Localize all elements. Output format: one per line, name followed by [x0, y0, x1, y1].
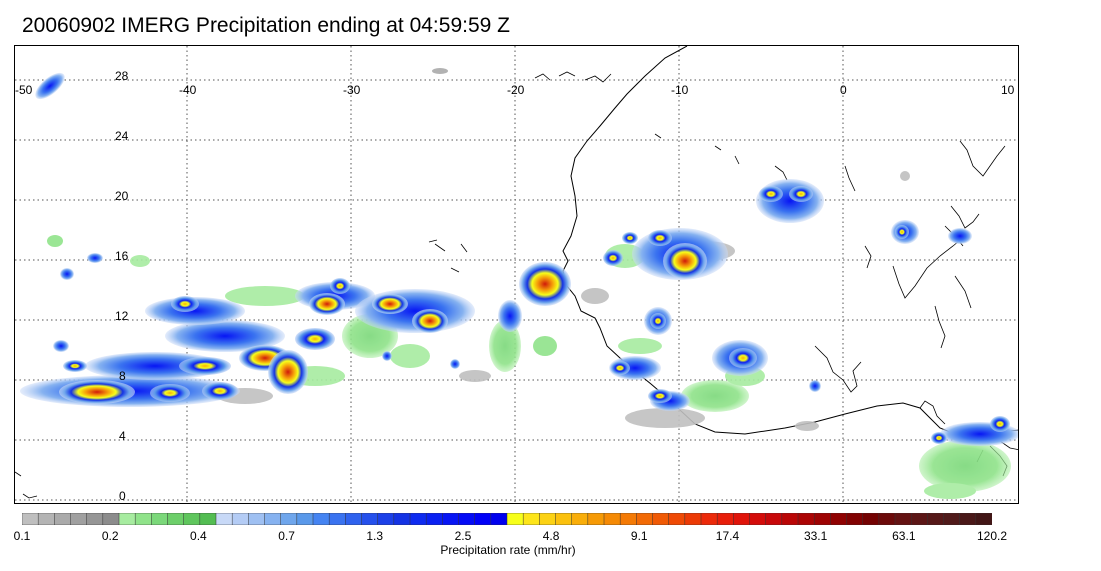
colorbar-tick-label: 9.1: [630, 529, 648, 543]
colorbar-swatch: [749, 513, 767, 525]
colorbar-swatches: [22, 513, 992, 525]
colorbar-tick-label: 0.7: [278, 529, 295, 543]
lat-label: 20: [115, 189, 129, 203]
colorbar-swatch: [118, 513, 136, 525]
lat-label: 24: [115, 129, 129, 143]
colorbar-tick-label: 4.8: [542, 529, 560, 543]
colorbar-swatch: [652, 513, 670, 525]
heavy-rain-cells: [59, 186, 1010, 444]
colorbar-swatch: [312, 513, 330, 525]
colorbar-swatch: [474, 513, 492, 525]
colorbar-swatch: [878, 513, 896, 525]
colorbar-swatch: [910, 513, 929, 525]
lon-label: -50: [15, 83, 33, 97]
colorbar-swatch: [102, 513, 120, 525]
colorbar-swatch: [636, 513, 654, 525]
colorbar-swatch: [345, 513, 363, 525]
colorbar-swatch: [943, 513, 961, 525]
colorbar: [22, 513, 992, 525]
colorbar-swatch: [506, 513, 524, 525]
west-africa-coastline: [562, 46, 1018, 437]
colorbar-swatch: [361, 513, 379, 525]
lon-label: -40: [179, 83, 197, 97]
colorbar-swatch: [442, 513, 460, 525]
colorbar-swatch: [183, 513, 201, 525]
colorbar-swatch: [733, 513, 751, 525]
colorbar-swatch: [959, 513, 977, 525]
colorbar-swatch: [813, 513, 832, 525]
colorbar-tick-label: 120.2: [976, 529, 1008, 543]
colorbar-swatch: [765, 513, 783, 525]
lon-label: 0: [840, 83, 847, 97]
colorbar-swatch: [231, 513, 250, 525]
colorbar-swatch: [393, 513, 411, 525]
colorbar-swatch: [134, 513, 153, 525]
colorbar-swatch: [587, 513, 605, 525]
colorbar-swatch: [167, 513, 185, 525]
colorbar-swatch: [458, 513, 476, 525]
colorbar-swatch: [781, 513, 799, 525]
colorbar-tick-label: 0.2: [101, 529, 119, 543]
colorbar-swatch: [22, 513, 39, 525]
colorbar-swatch: [54, 513, 72, 525]
colorbar-tick-label: 0.4: [190, 529, 207, 543]
lat-label: 8: [119, 369, 126, 383]
colorbar-title: Precipitation rate (mm/hr): [440, 543, 576, 557]
precipitation-map: -50 -40 -30 -20 -10 0 10 28 24 20 16 12 …: [14, 45, 1019, 504]
colorbar-tick-label: 1.3: [366, 529, 384, 543]
colorbar-swatch: [522, 513, 541, 525]
colorbar-swatch: [86, 513, 104, 525]
colorbar-swatch: [975, 513, 992, 525]
colorbar-swatch: [539, 513, 557, 525]
colorbar-swatch: [70, 513, 88, 525]
colorbar-swatch: [199, 513, 217, 525]
colorbar-swatch: [37, 513, 56, 525]
lat-label: 12: [115, 309, 129, 323]
colorbar-swatch: [328, 513, 347, 525]
colorbar-tick-label: 2.5: [454, 529, 472, 543]
colorbar-swatch: [409, 513, 427, 525]
lat-label: 0: [119, 489, 126, 503]
lon-label: -20: [507, 83, 525, 97]
colorbar-swatch: [571, 513, 589, 525]
colorbar-swatch: [894, 513, 912, 525]
colorbar-swatch: [927, 513, 945, 525]
colorbar-swatch: [684, 513, 702, 525]
colorbar-swatch: [700, 513, 718, 525]
inland-water-features: [15, 71, 1008, 499]
colorbar-swatch: [280, 513, 298, 525]
colorbar-tick-label: 0.1: [13, 529, 31, 543]
colorbar-swatch: [296, 513, 314, 525]
colorbar-swatch: [716, 513, 735, 525]
lon-label: -10: [671, 83, 689, 97]
lat-label: 16: [115, 249, 129, 263]
colorbar-swatch: [425, 513, 444, 525]
colorbar-swatch: [151, 513, 169, 525]
colorbar-swatch: [830, 513, 848, 525]
map-title: 20060902 IMERG Precipitation ending at 0…: [22, 14, 510, 37]
colorbar-swatch: [862, 513, 880, 525]
colorbar-swatch: [603, 513, 621, 525]
lon-label: -30: [343, 83, 361, 97]
colorbar-swatch: [797, 513, 815, 525]
colorbar-tick-label: 17.4: [715, 529, 740, 543]
lat-label: 4: [119, 429, 126, 443]
colorbar-swatch: [215, 513, 233, 525]
colorbar-swatch: [490, 513, 508, 525]
colorbar-tick-label: 33.1: [803, 529, 828, 543]
map-graphics: [15, 46, 1018, 503]
colorbar-swatch: [248, 513, 266, 525]
colorbar-swatch: [555, 513, 573, 525]
colorbar-swatch: [377, 513, 395, 525]
gridlines: [15, 46, 1018, 503]
colorbar-tick-label: 63.1: [892, 529, 916, 543]
lat-label: 28: [115, 69, 129, 83]
colorbar-swatch: [264, 513, 282, 525]
colorbar-swatch: [619, 513, 638, 525]
colorbar-swatch: [846, 513, 864, 525]
colorbar-swatch: [668, 513, 686, 525]
lon-label: 10: [1001, 83, 1015, 97]
